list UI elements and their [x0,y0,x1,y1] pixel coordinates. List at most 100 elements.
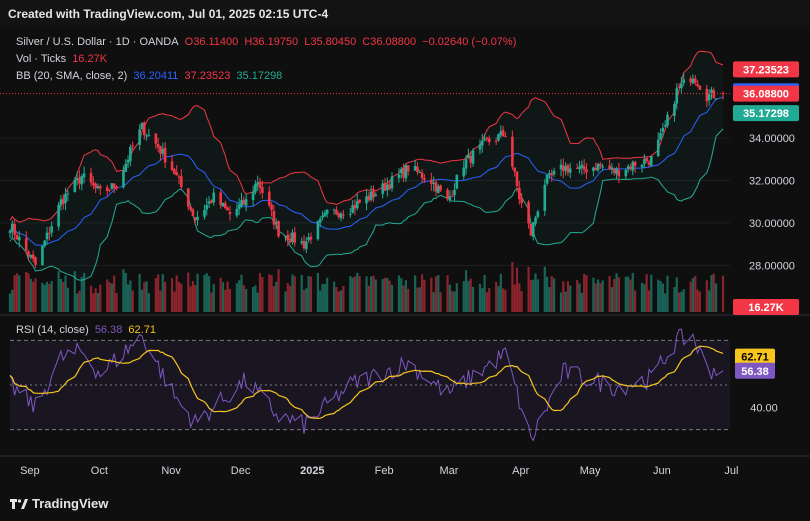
legend-open: O36.11400 [184,36,239,48]
price-badge [733,85,799,102]
candle-body [175,172,178,176]
volume-bar [284,291,287,312]
candle-body [13,223,16,235]
header-bar [0,0,810,27]
volume-bar [240,274,243,312]
volume-bar [624,276,627,312]
volume-bar [552,278,556,312]
candle-body [8,230,12,233]
candle-body [205,204,209,210]
volume-bar [353,276,357,312]
time-axis-label: Sep [20,465,40,477]
legend-rsi-label[interactable]: RSI (14, close) [16,324,89,336]
bb-fill [10,51,724,281]
time-axis-label: Oct [91,465,108,477]
volume-bar [430,277,433,312]
candle-body [487,138,491,143]
price-badge [733,105,799,122]
price-tick-label: 28.00000 [749,260,795,272]
volume-bar [386,277,389,312]
volume-bar [92,293,95,312]
volume-bar [532,279,535,312]
candle-body [291,232,294,242]
tradingview-brand[interactable]: TradingView [10,496,108,511]
volume-bar [576,280,579,312]
volume-bar [57,271,60,312]
volume-bar [147,293,151,312]
volume-bar [145,281,148,312]
candle-body [145,135,148,137]
candle-body [610,167,614,170]
volume-bar [89,285,93,312]
candle-body [24,238,28,251]
volume-bar [483,275,486,312]
volume-bar [548,287,551,312]
volume-bar [698,291,702,312]
candle-body [453,189,456,196]
candle-body [406,165,410,172]
volume-bar [286,283,289,312]
candle-body [432,182,435,184]
volume-bar [76,293,79,312]
candle-body [254,183,257,193]
legend-rsi-ma: 62.71 [128,324,156,336]
candle-body [562,165,565,172]
candle-body [682,79,685,84]
candle-body [196,216,199,221]
volume-bar [251,287,255,312]
candle-body [210,200,213,204]
volume-bar [258,273,262,312]
volume-bar [321,283,324,312]
candle-body [529,223,533,236]
legend-volume-value: 16.27K [72,53,108,65]
legend-bb-basis: 36.20411 [133,70,179,82]
candle-body [402,167,405,178]
volume-bar [275,281,278,312]
candle-body [617,170,621,177]
candle-body [656,139,660,156]
candle-body [612,168,616,173]
candle-body [663,125,667,127]
volume-bar [613,278,616,312]
candle-body [518,187,521,200]
candle-body [108,189,111,191]
candle-body [277,220,280,237]
volume-bar [64,275,67,312]
legend-bb-label[interactable]: BB (20, SMA, close, 2) [16,70,128,82]
candle-body [219,192,222,206]
volume-bar [41,282,44,312]
candle-body [596,163,600,171]
volume-bar [407,288,410,312]
candle-body [467,154,470,159]
volume-bar [439,292,442,312]
candle-body [680,83,683,89]
volume-bar [383,277,387,312]
volume-bar [18,275,21,312]
candle-body [156,143,160,148]
volume-bar [388,280,391,312]
volume-bar [608,276,611,312]
candle-body [207,201,211,204]
volume-bar [203,274,206,312]
volume-bar [631,272,634,312]
volume-bar [96,293,100,312]
candle-body [388,184,391,189]
candle-body [147,134,151,136]
price-tick-label: 30.00000 [749,218,795,230]
legend-volume-label[interactable]: Vol · Ticks [16,53,67,65]
time-axis-label: May [580,465,601,477]
candle-body [355,201,359,209]
volume-bar [224,289,227,312]
candle-body [274,221,278,224]
volume-bar [319,290,322,312]
rsi-tick-label: 40.00 [750,402,778,414]
volume-bar [497,285,500,312]
candle-body [142,122,146,136]
legend-symbol[interactable]: Silver / U.S. Dollar · 1D · OANDA [16,36,179,48]
candle-body [552,170,556,175]
legend-low: L35.80450 [304,36,357,48]
candle-body [499,131,503,136]
volume-bar [455,283,458,312]
candle-body [436,186,440,194]
